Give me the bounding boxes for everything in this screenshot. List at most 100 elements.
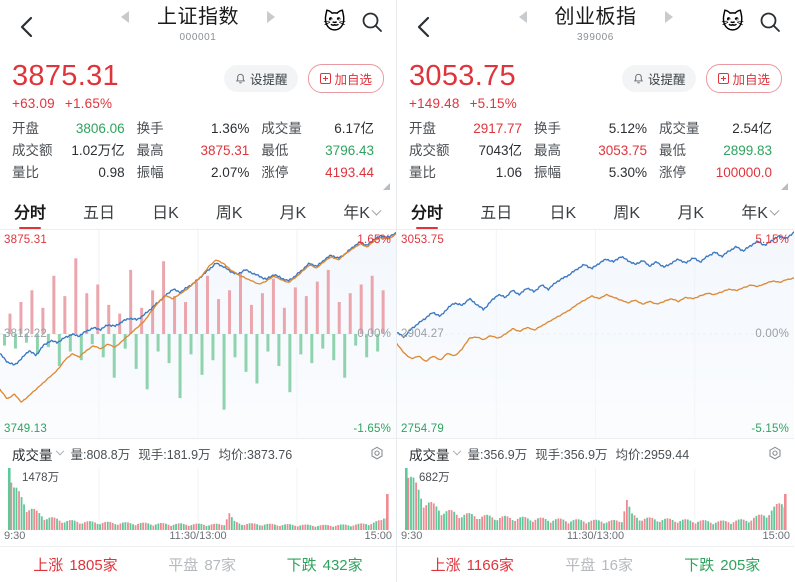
back-icon[interactable]: [14, 12, 40, 42]
header-actions: 🐱: [721, 10, 782, 34]
volume-bar-chart[interactable]: 682万: [397, 468, 794, 530]
chevron-down-icon[interactable]: [769, 205, 780, 216]
triangle-right-icon[interactable]: [664, 11, 673, 23]
header-title-block: 上证指数 000001: [0, 4, 396, 43]
stat-key: 成交额: [409, 143, 450, 158]
plus-box-icon: [320, 73, 332, 84]
stat-key: 涨停: [261, 165, 289, 180]
stat-cell: 成交量 2.54亿: [659, 117, 784, 137]
breadth-label: 上涨: [33, 557, 64, 574]
gear-icon[interactable]: [369, 446, 385, 462]
add-to-watchlist-button[interactable]: 加自选: [308, 64, 384, 93]
time-tick-open: 9:30: [401, 530, 423, 542]
quote-stats-grid: 开盘 3806.06 换手 1.36% 成交量 6.17亿 成交额 1.02万亿 最高 3875.…: [0, 114, 396, 185]
stat-key: 涨停: [659, 165, 686, 180]
set-alert-label: 设提醒: [249, 73, 288, 87]
back-icon[interactable]: [411, 12, 437, 42]
cat-mascot-icon[interactable]: 🐱: [323, 9, 346, 34]
stat-cell: 最低 3796.43: [261, 139, 386, 159]
stat-value: 4193.44: [325, 165, 374, 180]
search-icon[interactable]: [758, 10, 782, 34]
add-to-watchlist-button[interactable]: 加自选: [706, 64, 782, 93]
search-icon[interactable]: [360, 10, 384, 34]
stat-cell: 最高 3875.31: [137, 139, 262, 159]
set-alert-button[interactable]: 设提醒: [223, 65, 299, 92]
stat-cell: 振幅 5.30%: [534, 161, 659, 181]
tab-5[interactable]: 年K: [741, 199, 780, 229]
triangle-left-icon[interactable]: [121, 11, 129, 23]
tab-4[interactable]: 月K: [677, 199, 704, 229]
volume-indicator-name[interactable]: 成交量: [409, 447, 450, 463]
time-tick-open: 9:30: [4, 530, 26, 542]
price-change-row: +149.48 +5.15%: [409, 94, 782, 114]
expand-corner-icon[interactable]: [397, 183, 794, 192]
volume-indicator-values: 量:356.9万 现手:356.9万 均价:2959.44: [468, 444, 698, 463]
market-breadth-bar: 上涨 1805家 平盘 87家 下跌 432家: [0, 547, 396, 582]
market-breadth-bar: 上涨 1166家 平盘 16家 下跌 205家: [397, 547, 794, 582]
breadth-value: 205家: [720, 557, 761, 574]
set-alert-button[interactable]: 设提醒: [621, 65, 697, 92]
tab-5[interactable]: 年K: [343, 199, 382, 229]
stat-key: 换手: [534, 121, 561, 136]
volume-max-label: 682万: [419, 472, 450, 484]
stat-key: 量比: [12, 165, 39, 180]
stat-key: 开盘: [409, 121, 436, 136]
breadth-label: 平盘: [565, 557, 596, 574]
tab-label: 日K: [152, 205, 179, 222]
breadth-value: 87家: [204, 557, 236, 574]
stat-key: 振幅: [534, 165, 561, 180]
stat-value: 2.07%: [211, 165, 250, 180]
tab-4[interactable]: 月K: [280, 199, 307, 229]
volume-current-hand: 现手:356.9万: [535, 448, 608, 462]
triangle-right-icon[interactable]: [267, 11, 275, 23]
bell-icon: [235, 73, 246, 85]
chevron-down-icon[interactable]: [371, 205, 382, 216]
tab-0[interactable]: 分时: [411, 199, 443, 229]
gear-icon[interactable]: [767, 446, 783, 462]
volume-total: 量:356.9万: [467, 448, 528, 462]
tab-3[interactable]: 周K: [613, 199, 640, 229]
tab-3[interactable]: 周K: [216, 199, 243, 229]
time-tick-close: 15:00: [762, 530, 790, 542]
time-tick-close: 15:00: [364, 530, 392, 542]
tab-0[interactable]: 分时: [14, 199, 46, 229]
stat-value: 5.30%: [608, 165, 647, 180]
plus-box-icon: [718, 73, 730, 84]
tab-label: 五日: [480, 205, 513, 222]
cat-mascot-icon[interactable]: 🐱: [721, 9, 744, 34]
tab-1[interactable]: 五日: [480, 199, 512, 229]
intraday-price-chart[interactable]: 3875.31 1.65% 3812.22 0.00% 3749.13 -1.6…: [0, 230, 396, 438]
tab-label: 分时: [411, 205, 444, 222]
expand-corner-icon[interactable]: [0, 183, 396, 192]
stat-cell: 开盘 3806.06: [12, 117, 137, 137]
stat-key: 最低: [659, 143, 686, 158]
chevron-down-icon[interactable]: [452, 446, 461, 455]
tab-label: 五日: [83, 205, 116, 222]
stat-value: 3806.06: [75, 121, 125, 136]
breadth-item-flat: 平盘 87家: [168, 554, 236, 575]
header-actions: 🐱: [323, 10, 384, 34]
breadth-value: 1166家: [466, 557, 514, 574]
stat-cell: 换手 1.36%: [137, 117, 262, 137]
stat-cell: 换手 5.12%: [534, 117, 659, 137]
tab-2[interactable]: 日K: [550, 199, 577, 229]
page-title: 创业板指: [554, 6, 637, 28]
stat-key: 成交额: [12, 143, 53, 158]
volume-indicator-name[interactable]: 成交量: [12, 447, 53, 463]
intraday-price-chart[interactable]: 3053.75 5.15% 2904.27 0.00% 2754.79 -5.1…: [397, 230, 794, 438]
panel-chinext-index: 创业板指 399006 🐱 3053.75 +149.48 +5.15%: [397, 0, 794, 582]
breadth-item-flat: 平盘 16家: [565, 554, 633, 575]
price-change-abs: +63.09: [12, 96, 55, 111]
volume-bar-chart[interactable]: 1478万: [0, 468, 396, 530]
quote-block: 3053.75 +149.48 +5.15% 设提醒 加自选: [397, 56, 794, 114]
tab-label: 周K: [613, 205, 641, 222]
period-tabs: 分时 五日 日K 周K 月K 年K: [397, 192, 794, 230]
stat-value: 0.98: [98, 165, 125, 180]
stat-value: 3053.75: [598, 143, 647, 158]
triangle-left-icon[interactable]: [518, 11, 527, 23]
volume-chart-svg: [397, 468, 794, 530]
tab-label: 月K: [279, 205, 307, 222]
chevron-down-icon[interactable]: [55, 446, 64, 455]
tab-1[interactable]: 五日: [83, 199, 115, 229]
tab-2[interactable]: 日K: [152, 199, 179, 229]
